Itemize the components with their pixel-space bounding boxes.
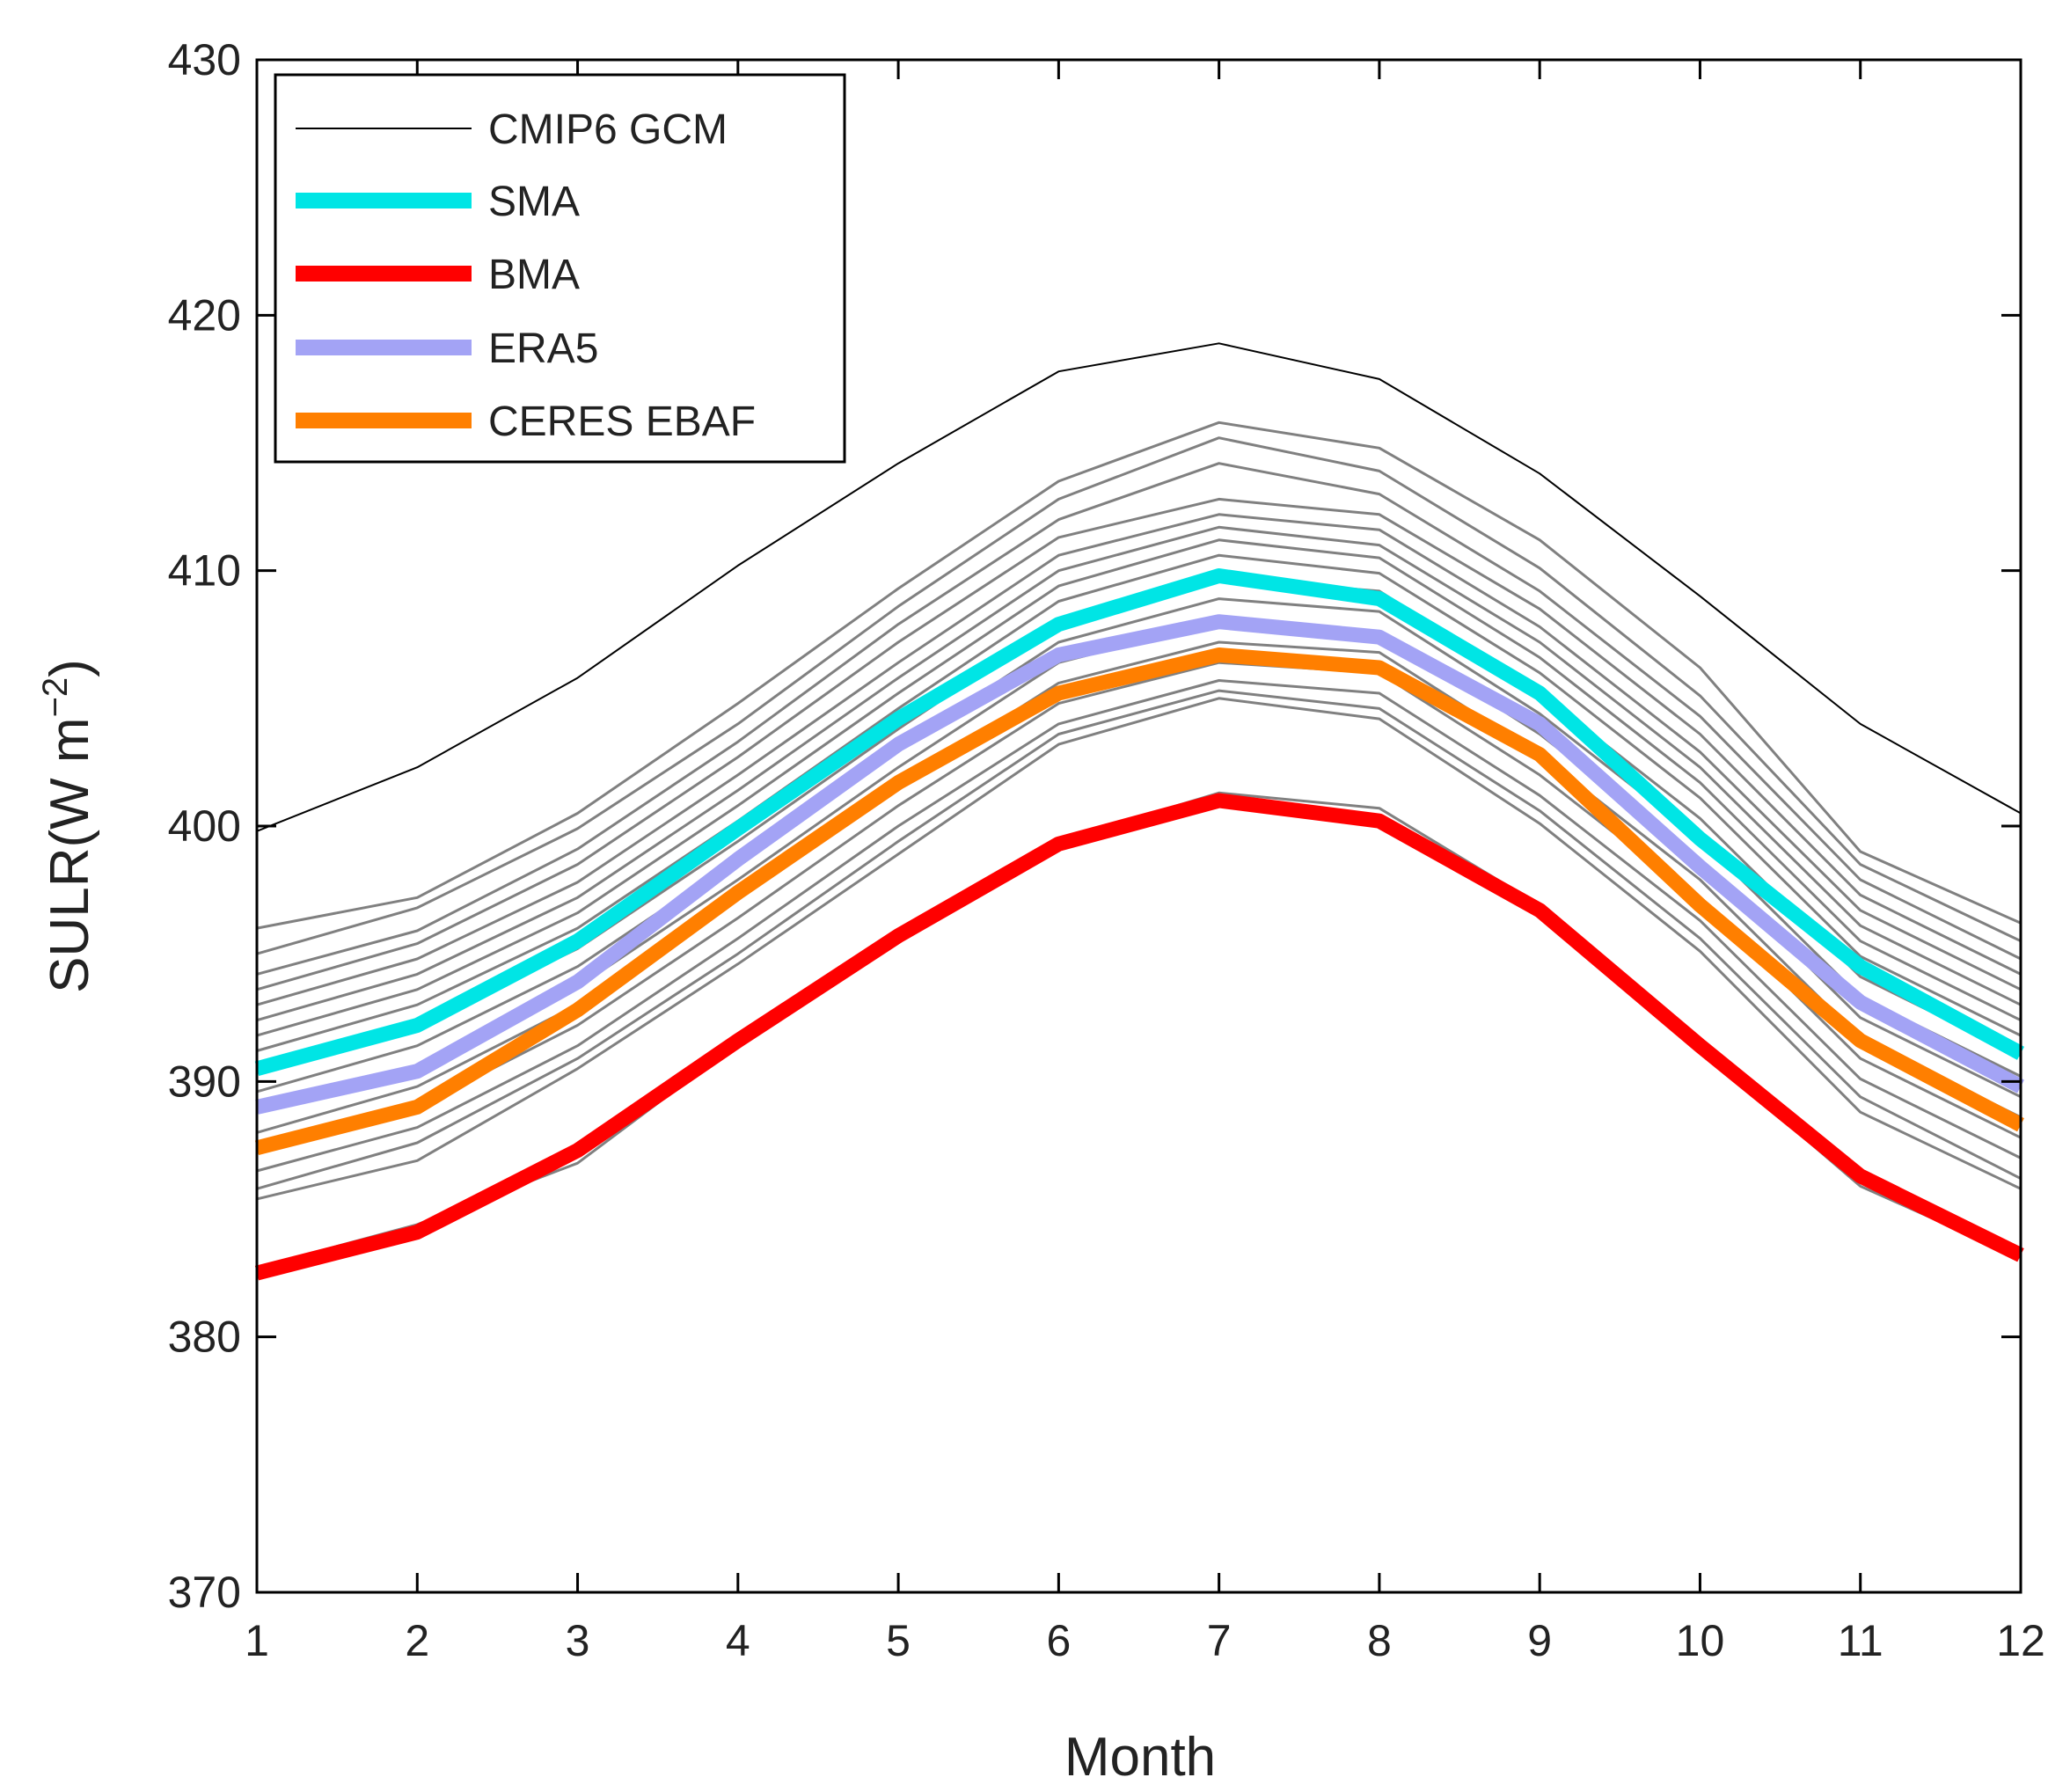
gcm-line-gcm-06 <box>256 513 2022 1006</box>
x-tick-label: 6 <box>1046 1616 1071 1665</box>
y-tick-label: 370 <box>168 1568 241 1617</box>
y-tick-label: 380 <box>168 1313 241 1362</box>
x-tick-label: 7 <box>1207 1616 1232 1665</box>
gcm-line-gcm-09 <box>256 553 2022 1052</box>
x-tick-label: 1 <box>245 1616 269 1665</box>
x-tick-label: 11 <box>1838 1616 1883 1665</box>
gcm-line-cmip6-gcm <box>256 342 2022 832</box>
series-line-sma <box>254 568 2025 1077</box>
y-axis-title-main: SULR(W m <box>40 717 100 992</box>
legend-label-ceres-ebaf: CERES EBAF <box>488 399 756 445</box>
x-tick-label: 10 <box>1676 1616 1725 1665</box>
y-axis-title: SULR(W m−2) <box>36 659 100 993</box>
y-axis-title-close: ) <box>40 659 100 677</box>
x-tick-label: 8 <box>1367 1616 1392 1665</box>
gcm-line-gcm-04 <box>256 462 2022 976</box>
legend-label-cmip6-gcm: CMIP6 GCM <box>488 106 728 153</box>
y-tick-label: 390 <box>168 1057 241 1106</box>
x-tick-label: 5 <box>886 1616 911 1665</box>
legend-label-sma: SMA <box>488 179 580 225</box>
x-tick-label: 9 <box>1527 1616 1552 1665</box>
x-tick-label: 3 <box>566 1616 590 1665</box>
y-tick-label: 430 <box>168 35 241 84</box>
y-tick-label: 400 <box>168 801 241 851</box>
x-tick-label: 2 <box>405 1616 429 1665</box>
x-tick-label: 4 <box>726 1616 750 1665</box>
gcm-line-gcm-05 <box>256 497 2022 991</box>
series-line-era5 <box>255 614 2024 1115</box>
gcm-line-gcm-07 <box>256 525 2022 1022</box>
y-tick-label: 410 <box>168 546 241 596</box>
legend-label-bma: BMA <box>488 252 580 298</box>
main-series-group <box>254 568 2025 1281</box>
series-line-ceres-ebaf <box>254 647 2024 1156</box>
y-tick-label: 420 <box>168 290 241 340</box>
gcm-line-gcm-17 <box>256 697 2022 1201</box>
x-tick-label: 12 <box>1996 1616 2045 1665</box>
gcm-line-gcm-16 <box>256 689 2022 1190</box>
gcm-line-gcm-02 <box>256 421 2022 930</box>
x-axis-title: Month <box>1064 1727 1216 1788</box>
legend: CMIP6 GCM SMA BMA ERA5 CERES EBAF <box>274 73 846 464</box>
gcm-line-gcm-03 <box>256 436 2022 955</box>
legend-label-era5: ERA5 <box>488 325 598 372</box>
gcm-line-gcm-15 <box>256 679 2022 1173</box>
y-axis-title-superscript: −2 <box>36 677 75 718</box>
gcm-line-gcm-08 <box>256 538 2022 1037</box>
series-line-bma <box>254 793 2024 1281</box>
